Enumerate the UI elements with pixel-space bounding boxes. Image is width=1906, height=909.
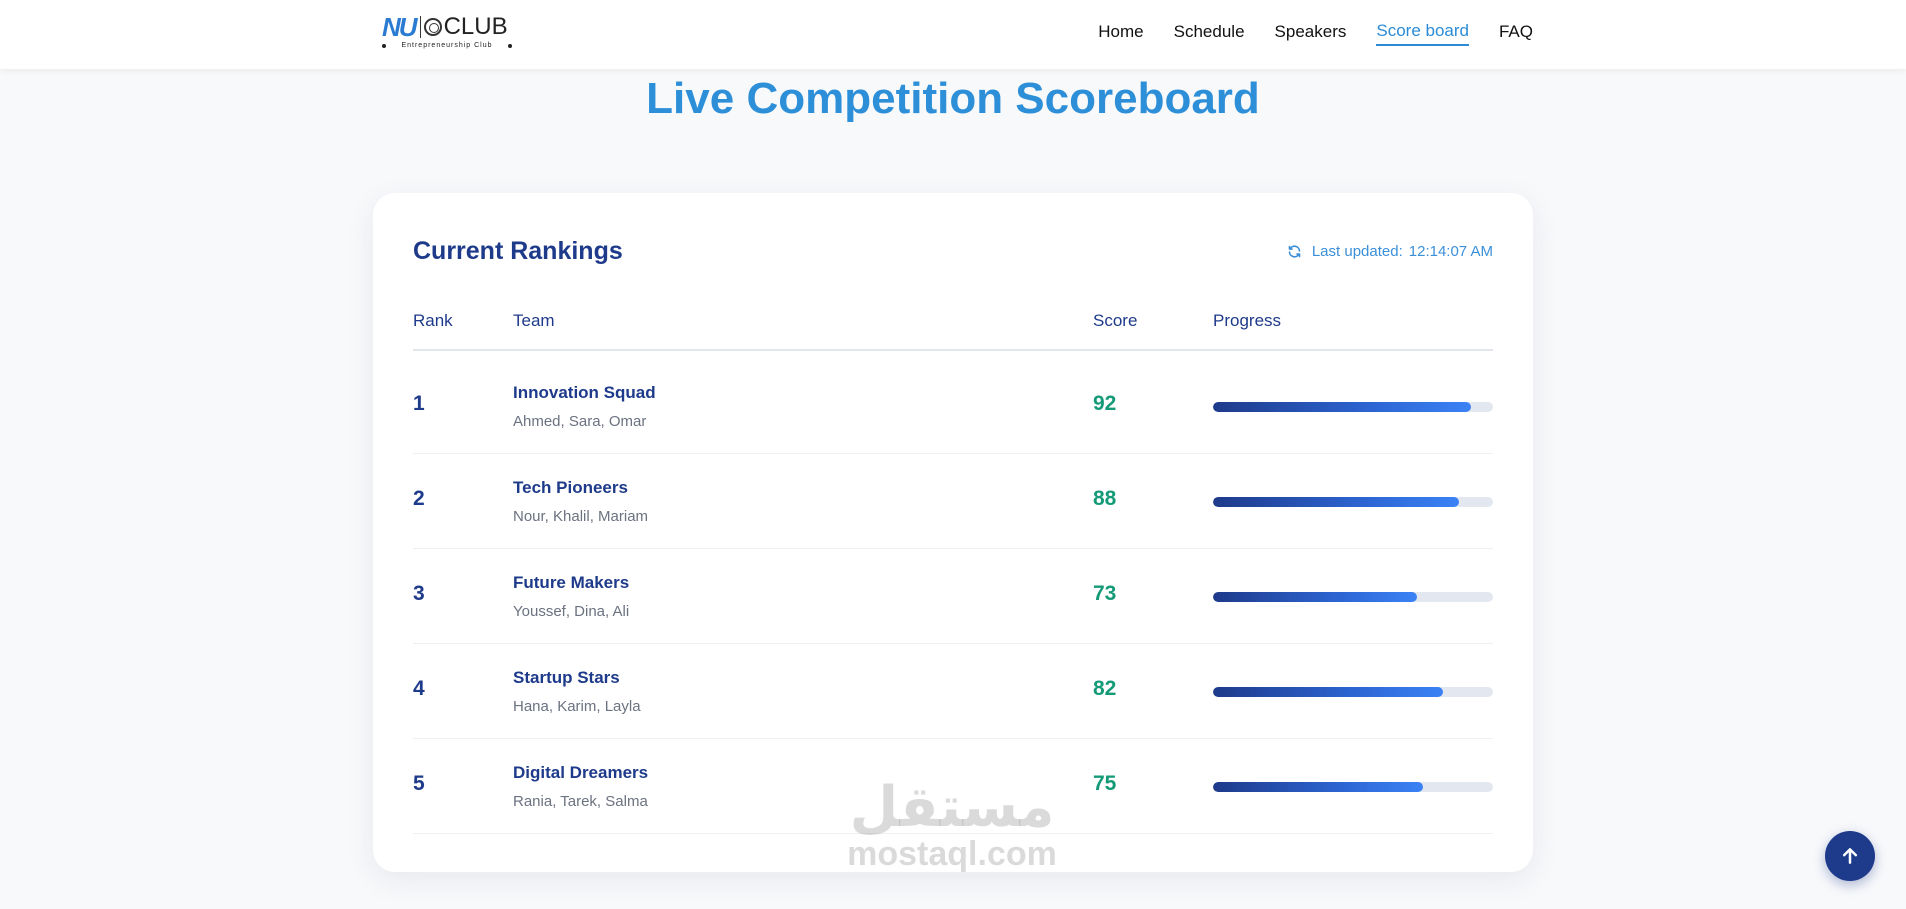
last-updated-time: 12:14:07 AM [1408, 243, 1493, 260]
rank-cell: 2 [413, 487, 425, 510]
logo-divider [419, 16, 421, 38]
nav-link-faq[interactable]: FAQ [1498, 21, 1533, 41]
logo-subtitle-text: Entrepreneurship Club [401, 42, 493, 49]
table-row: 3 Future Makers Youssef, Dina, Ali 73 [413, 549, 1493, 644]
header-rank: Rank [413, 311, 453, 330]
team-name: Tech Pioneers [513, 478, 628, 497]
rankings-card: Current Rankings Last updated: 12:14:07 … [373, 193, 1533, 872]
last-updated: Last updated: 12:14:07 AM [1287, 243, 1493, 260]
team-members: Hana, Karim, Layla [513, 698, 641, 715]
arrow-up-icon [1842, 848, 1858, 864]
nav-link-home[interactable]: Home [1098, 21, 1144, 41]
progress-bar [1213, 497, 1493, 507]
team-members: Ahmed, Sara, Omar [513, 413, 647, 430]
main-nav: Home Schedule Speakers Score board FAQ [1098, 0, 1533, 66]
team-members: Youssef, Dina, Ali [513, 603, 630, 620]
navbar: NU CLUB Entrepreneurship Club Home Sched… [0, 0, 1906, 69]
score-cell: 88 [1093, 487, 1117, 510]
table-row: 1 Innovation Squad Ahmed, Sara, Omar 92 [413, 359, 1493, 454]
scroll-to-top-button[interactable] [1825, 831, 1875, 881]
logo-club-text: CLUB [443, 13, 508, 40]
progress-fill [1213, 402, 1471, 412]
header-team: Team [513, 311, 555, 330]
progress-bar [1213, 782, 1493, 792]
header-score: Score [1093, 311, 1138, 330]
nav-link-score-board[interactable]: Score board [1376, 21, 1469, 46]
team-name: Startup Stars [513, 668, 620, 687]
table-row: 2 Tech Pioneers Nour, Khalil, Mariam 88 [413, 454, 1493, 549]
card-title: Current Rankings [413, 237, 623, 265]
refresh-icon[interactable] [1287, 244, 1302, 259]
table-body: 1 Innovation Squad Ahmed, Sara, Omar 92 … [413, 359, 1493, 834]
logo-dot-right [507, 43, 512, 48]
rank-cell: 4 [413, 677, 425, 700]
page-title: Live Competition Scoreboard [646, 74, 1260, 123]
nav-link-schedule[interactable]: Schedule [1173, 21, 1245, 41]
progress-bar [1213, 402, 1493, 412]
score-cell: 92 [1093, 392, 1117, 415]
team-name: Digital Dreamers [513, 763, 649, 782]
nav-link-speakers[interactable]: Speakers [1274, 21, 1347, 41]
table-row: 5 Digital Dreamers Rania, Tarek, Salma 7… [413, 739, 1493, 834]
progress-fill [1213, 782, 1423, 792]
logo-subtitle: Entrepreneurship Club [382, 42, 512, 49]
progress-bar [1213, 687, 1493, 697]
table-header: Rank Team Score Progress [413, 311, 1493, 351]
table-row: 4 Startup Stars Hana, Karim, Layla 82 [413, 644, 1493, 739]
score-cell: 75 [1093, 772, 1117, 795]
team-name: Future Makers [513, 573, 630, 592]
rank-cell: 1 [413, 392, 425, 415]
progress-fill [1213, 592, 1418, 602]
score-cell: 73 [1093, 582, 1117, 605]
progress-fill [1213, 687, 1443, 697]
logo-emblem-icon [423, 18, 442, 36]
logo-nu-text: NU [382, 12, 418, 42]
club-logo[interactable]: NU CLUB Entrepreneurship Club [382, 14, 512, 52]
score-cell: 82 [1093, 677, 1117, 700]
progress-fill [1213, 497, 1460, 507]
logo-dot-left [382, 43, 386, 48]
rank-cell: 3 [413, 582, 425, 605]
header-progress: Progress [1213, 311, 1282, 330]
team-members: Rania, Tarek, Salma [513, 793, 648, 810]
rank-cell: 5 [413, 772, 425, 795]
last-updated-label: Last updated: [1311, 243, 1403, 260]
team-members: Nour, Khalil, Mariam [513, 508, 649, 525]
team-name: Innovation Squad [513, 383, 656, 402]
progress-bar [1213, 592, 1493, 602]
